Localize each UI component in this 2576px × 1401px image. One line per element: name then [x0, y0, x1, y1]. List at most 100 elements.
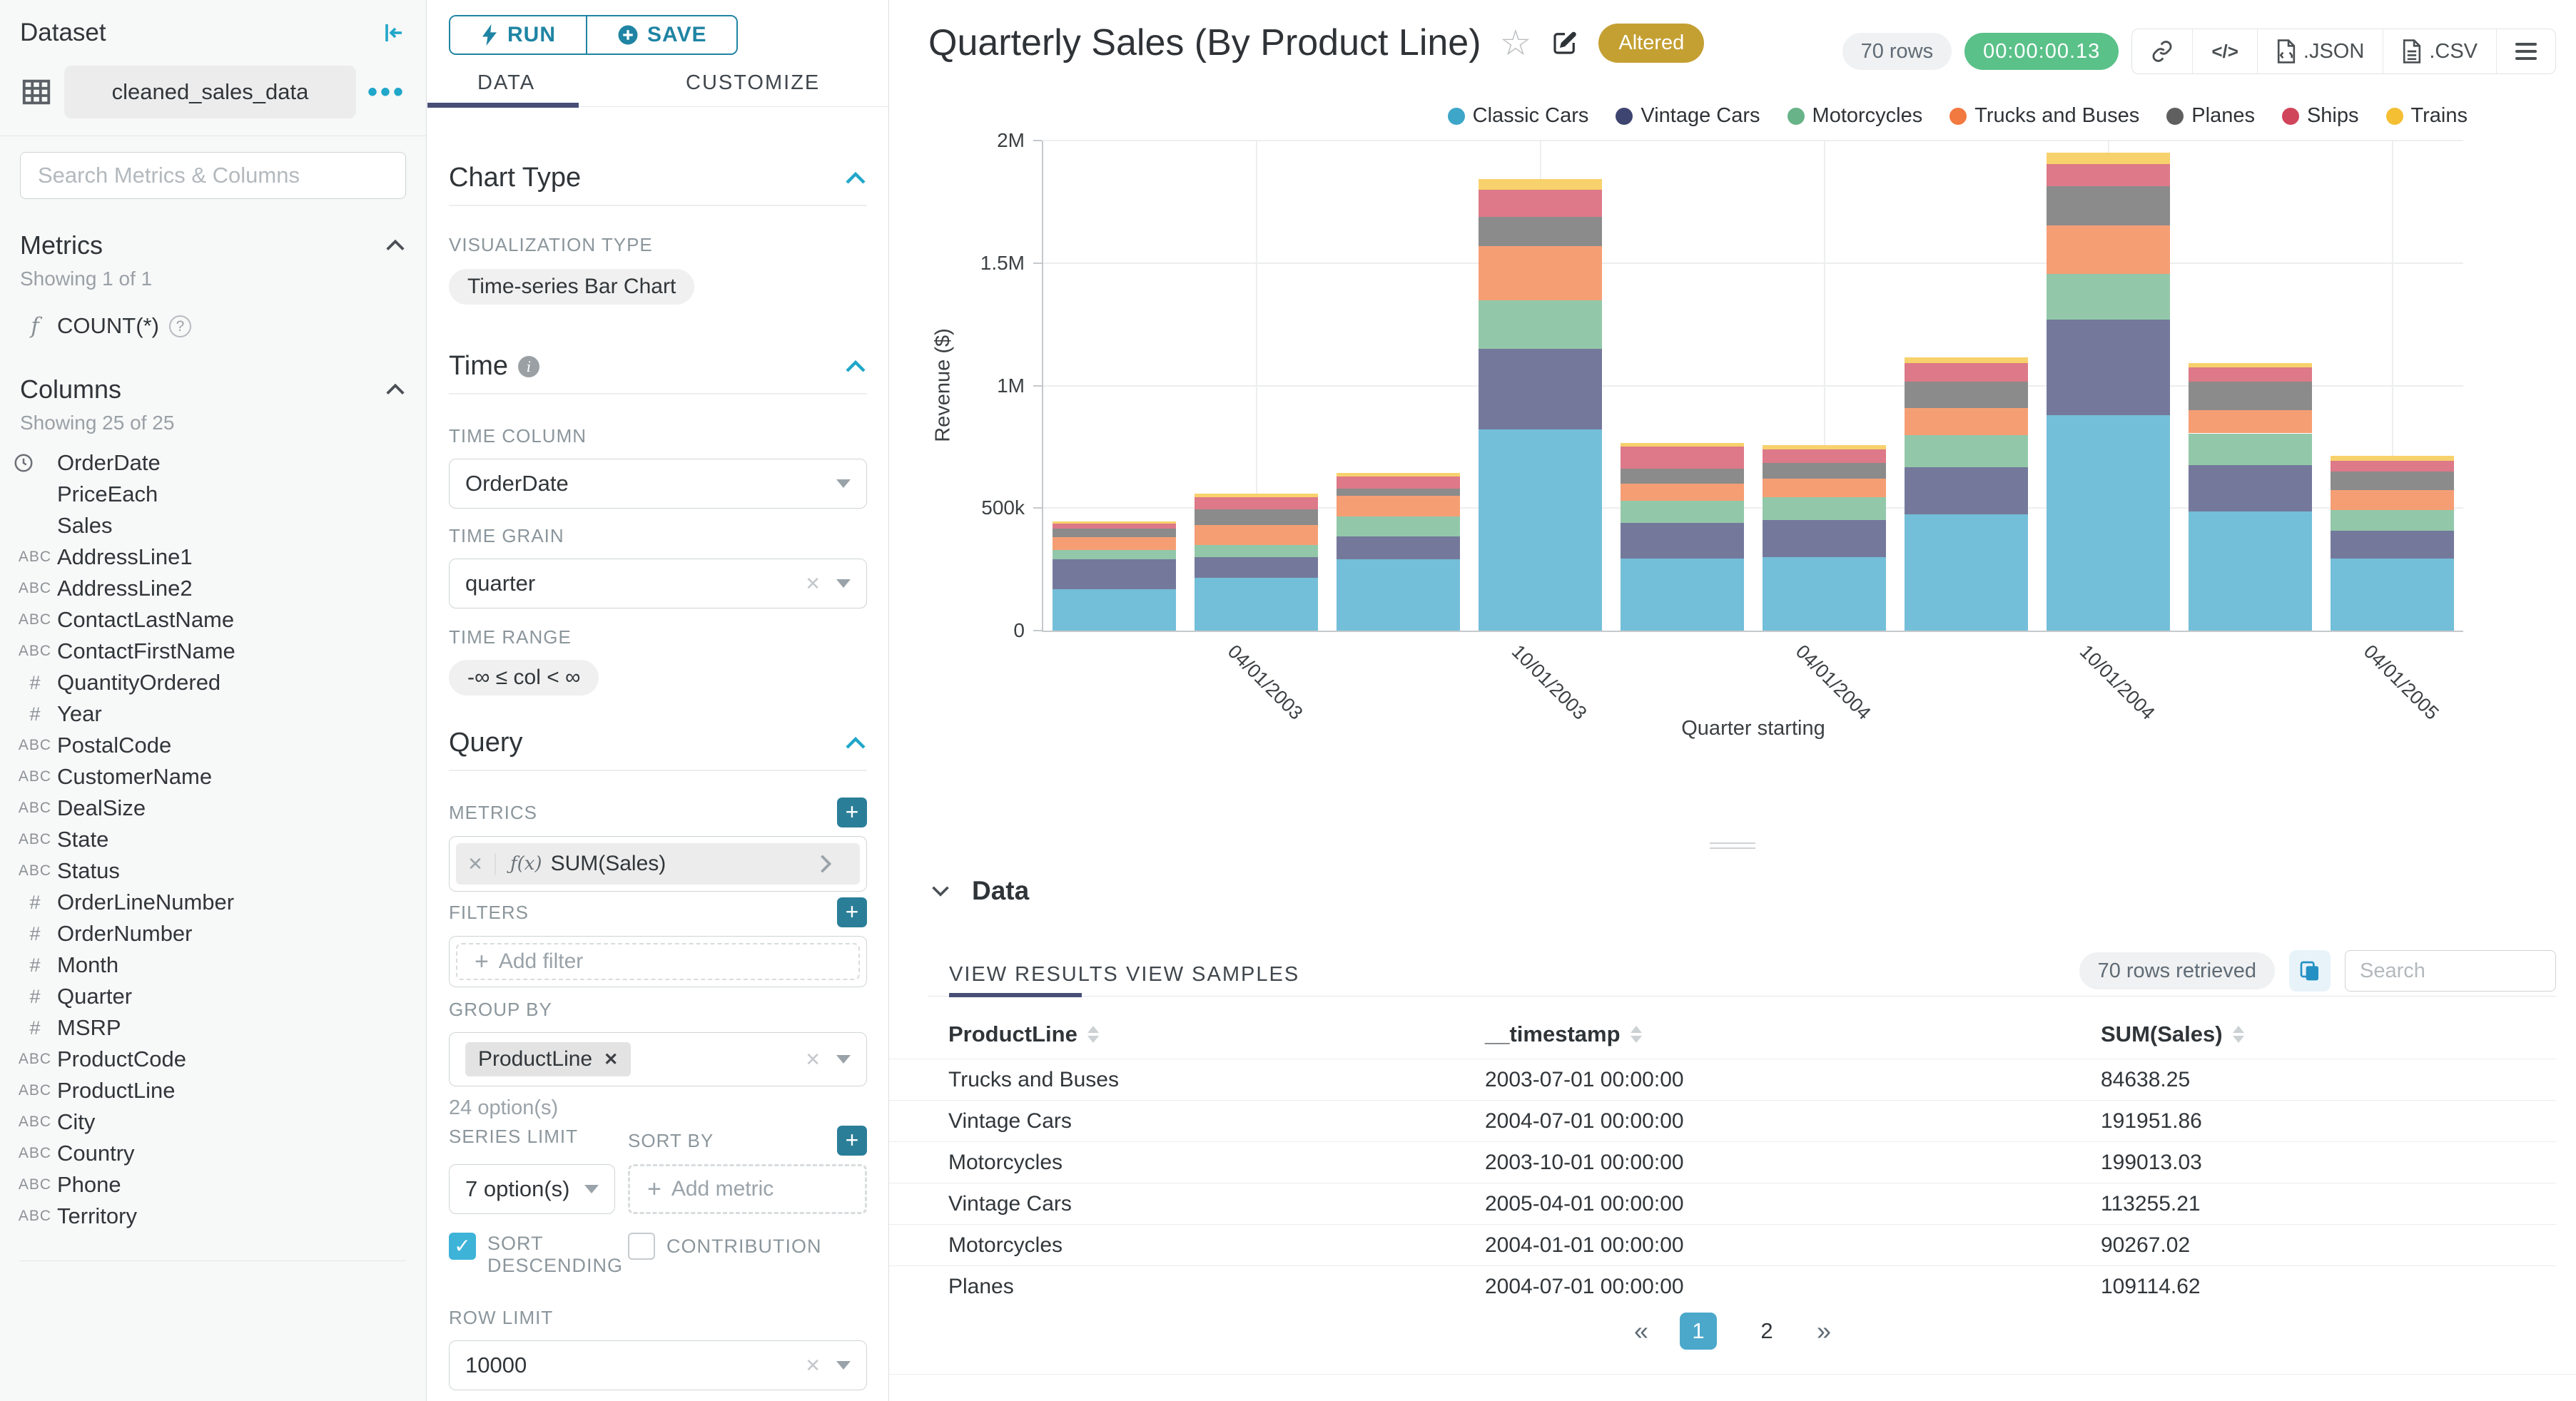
search-metrics-columns-input[interactable] [20, 152, 406, 199]
clear-icon[interactable]: ✕ [805, 1048, 821, 1070]
time-column-select[interactable]: OrderDate [449, 459, 867, 509]
tab-customize[interactable]: CUSTOMIZE [686, 71, 821, 94]
group-by-select[interactable]: ProductLine ✕ ✕ [449, 1032, 867, 1086]
sort-icon [1087, 1026, 1099, 1043]
collapse-data-chevron-icon[interactable] [930, 885, 950, 897]
column-item[interactable]: ABC State [0, 824, 426, 855]
column-item[interactable]: ABC ContactFirstName [0, 636, 426, 667]
chevron-up-icon[interactable] [385, 382, 406, 397]
row-limit-select[interactable]: 10000 ✕ [449, 1340, 867, 1390]
column-item[interactable]: # OrderLineNumber [0, 887, 426, 918]
metric-chip[interactable]: ✕ ƒ(x) SUM(Sales) [456, 843, 860, 885]
add-filter-dropzone[interactable]: + Add filter [456, 943, 860, 980]
column-item[interactable]: # OrderNumber [0, 918, 426, 949]
legend-item[interactable]: Vintage Cars [1616, 104, 1760, 128]
table-row: Planes 2004-07-01 00:00:00 109114.62 [889, 1265, 2556, 1307]
tab-view-results[interactable]: VIEW RESULTS [949, 963, 1119, 986]
column-item[interactable]: ABC Country [0, 1138, 426, 1169]
chevron-up-icon[interactable] [844, 171, 867, 185]
edit-title-icon[interactable] [1550, 28, 1580, 58]
column-header-sum-sales[interactable]: SUM(Sales) [2101, 1022, 2244, 1047]
column-item[interactable]: # MSRP [0, 1012, 426, 1044]
dataset-more-icon[interactable]: ••• [367, 76, 406, 108]
run-button[interactable]: RUN [450, 16, 586, 54]
y-tick-mark [1033, 630, 1042, 631]
help-icon[interactable]: ? [168, 315, 191, 337]
tab-data[interactable]: DATA [477, 71, 536, 94]
legend-item[interactable]: Ships [2281, 104, 2359, 128]
column-item[interactable]: OrderDate [0, 447, 426, 479]
group-by-chip[interactable]: ProductLine ✕ [465, 1042, 632, 1076]
clear-icon[interactable]: ✕ [805, 572, 821, 594]
column-item[interactable]: ABC Phone [0, 1169, 426, 1201]
legend-item[interactable]: Motorcycles [1787, 104, 1922, 128]
column-item[interactable]: # Quarter [0, 981, 426, 1012]
legend-item[interactable]: Planes [2166, 104, 2255, 128]
sort-descending-checkbox[interactable]: ✓ [449, 1233, 476, 1260]
column-item[interactable]: # QuantityOrdered [0, 667, 426, 698]
dataset-name[interactable]: cleaned_sales_data [64, 66, 356, 118]
pagination-page[interactable]: 2 [1760, 1318, 1773, 1343]
copy-data-button[interactable] [2289, 950, 2331, 992]
pagination-prev[interactable]: « [1633, 1316, 1648, 1345]
column-item[interactable]: ABC ProductCode [0, 1044, 426, 1075]
clear-icon[interactable]: ✕ [805, 1354, 821, 1376]
table-row: Trucks and Buses 2003-07-01 00:00:00 84638… [889, 1059, 2556, 1100]
time-range-value[interactable]: -∞ ≤ col < ∞ [449, 660, 599, 696]
collapse-sidebar-icon[interactable] [380, 20, 406, 46]
legend-item[interactable]: Trucks and Buses [1949, 104, 2139, 128]
bar-segment [1905, 363, 2028, 382]
time-grain-select[interactable]: quarter ✕ [449, 559, 867, 608]
column-item[interactable]: ABC ProductLine [0, 1075, 426, 1106]
tab-view-samples[interactable]: VIEW SAMPLES [1126, 963, 1300, 986]
export-json-button[interactable]: .JSON [2256, 29, 2383, 73]
column-header-productline[interactable]: ProductLine [948, 1022, 1099, 1047]
legend-item[interactable]: Classic Cars [1447, 104, 1588, 128]
column-item[interactable]: ABC AddressLine2 [0, 573, 426, 604]
hash-icon: # [29, 954, 41, 976]
bar-segment [1763, 520, 1886, 557]
add-filter-button[interactable]: + [837, 897, 867, 927]
legend-item[interactable]: Trains [2385, 104, 2468, 128]
column-item[interactable]: ABC PostalCode [0, 730, 426, 761]
column-item[interactable]: ABC DealSize [0, 793, 426, 824]
chevron-right-icon[interactable] [820, 855, 860, 873]
metric-item[interactable]: f COUNT(*) ? [13, 309, 406, 343]
add-metric-button[interactable]: + [837, 798, 867, 827]
results-search-input[interactable] [2345, 950, 2556, 992]
chevron-up-icon[interactable] [844, 736, 867, 750]
embed-code-button[interactable]: </> [2192, 29, 2257, 73]
altered-badge[interactable]: Altered [1598, 23, 1705, 63]
column-header-timestamp[interactable]: __timestamp [1485, 1022, 1642, 1047]
export-csv-button[interactable]: .CSV [2383, 29, 2496, 73]
series-limit-select[interactable]: 7 option(s) [449, 1164, 615, 1214]
column-item[interactable]: ABC AddressLine1 [0, 541, 426, 573]
column-item[interactable]: ABC CustomerName [0, 761, 426, 793]
active-tab-indicator [427, 103, 579, 108]
column-item-label: OrderDate [57, 450, 161, 475]
visualization-type-value[interactable]: Time-series Bar Chart [449, 269, 695, 305]
save-button[interactable]: SAVE [586, 16, 737, 54]
add-sort-metric-button[interactable]: + [837, 1126, 867, 1156]
copy-link-button[interactable] [2132, 29, 2192, 73]
column-item[interactable]: ABC ContactLastName [0, 604, 426, 636]
column-item[interactable]: ABC Territory [0, 1201, 426, 1232]
menu-icon[interactable] [2496, 29, 2555, 73]
pagination-page-active[interactable]: 1 [1680, 1313, 1717, 1350]
sort-by-dropzone[interactable]: + Add metric [628, 1164, 867, 1214]
x-tick-label: 04/01/2005 [2359, 641, 2443, 724]
remove-chip-icon[interactable]: ✕ [604, 1049, 619, 1069]
remove-metric-icon[interactable]: ✕ [456, 852, 496, 875]
chevron-up-icon[interactable] [844, 360, 867, 374]
column-item[interactable]: ABC City [0, 1106, 426, 1138]
pagination-next[interactable]: » [1817, 1316, 1832, 1345]
resize-handle[interactable] [1710, 839, 1755, 852]
favorite-star-icon[interactable]: ☆ [1499, 23, 1532, 63]
chevron-up-icon[interactable] [385, 238, 406, 253]
column-item[interactable]: PriceEach [0, 479, 426, 510]
column-item[interactable]: ABC Status [0, 855, 426, 887]
column-item[interactable]: # Month [0, 949, 426, 981]
contribution-checkbox[interactable] [628, 1233, 655, 1260]
column-item[interactable]: # Year [0, 698, 426, 730]
column-item[interactable]: Sales [0, 510, 426, 541]
